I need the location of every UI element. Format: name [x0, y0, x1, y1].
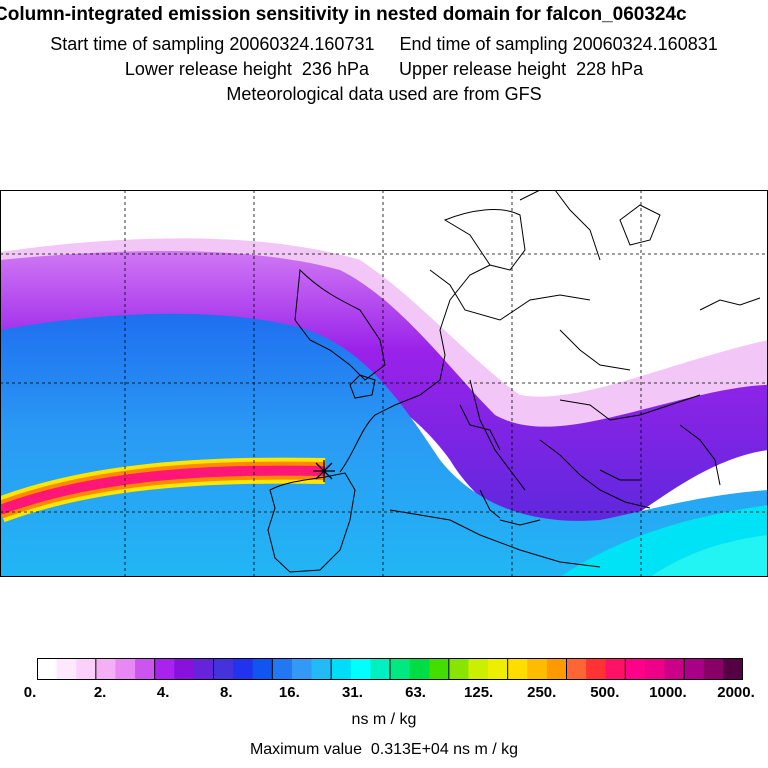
- met-data-label: Meteorological data used are from GFS: [226, 84, 542, 104]
- colorbar-cell: [350, 658, 371, 680]
- colorbar-tick-label: 0.: [23, 684, 37, 701]
- colorbar: [37, 658, 743, 680]
- colorbar-cell: [409, 658, 430, 680]
- release-heights: Lower release height 236 hPa Upper relea…: [0, 59, 768, 80]
- colorbar-cell: [272, 658, 293, 680]
- colorbar-cell: [468, 658, 489, 680]
- colorbar-cell: [429, 658, 450, 680]
- colorbar-cell: [527, 658, 548, 680]
- star-icon: [313, 460, 335, 482]
- sensitivity-map: [0, 190, 768, 577]
- colorbar-units: ns m / kg: [351, 711, 417, 728]
- colorbar-cell: [644, 658, 666, 680]
- colorbar-cell: [546, 658, 568, 680]
- colorbar-cell: [135, 658, 156, 680]
- lower-release-label: Lower release height 236 hPa: [124, 59, 369, 79]
- colorbar-cell: [154, 658, 175, 680]
- colorbar-cell: [252, 658, 273, 680]
- colorbar-cell: [448, 658, 470, 680]
- colorbar-cell: [625, 658, 646, 680]
- coastlines: [267, 190, 761, 573]
- colorbar-cell: [566, 658, 587, 680]
- colorbar-cell: [390, 658, 411, 680]
- colorbar-cell: [684, 658, 705, 680]
- colorbar-tick-label: 500.: [590, 684, 620, 701]
- colorbar-tick-label: 2.: [93, 684, 107, 701]
- colorbar-cell: [233, 658, 254, 680]
- maximum-value-label: Maximum value 0.313E+04 ns m / kg: [249, 741, 519, 758]
- colorbar-cell: [605, 658, 626, 680]
- colorbar-tick-label: 31.: [342, 684, 363, 701]
- colorbar-cell: [703, 658, 724, 680]
- sampling-times: Start time of sampling 20060324.160731 E…: [0, 34, 768, 55]
- high-sensitivity-region: [0, 313, 768, 577]
- plume-core: [0, 465, 326, 515]
- colorbar-cell: [664, 658, 685, 680]
- colorbar-cell: [76, 658, 97, 680]
- colorbar-cell: [488, 658, 509, 680]
- page-title: Column-integrated emission sensitivity i…: [0, 4, 687, 25]
- lat-lon-grid: [0, 190, 768, 577]
- colorbar-cell: [507, 658, 528, 680]
- colorbar-cell: [331, 658, 352, 680]
- colorbar-tick-label: 1000.: [649, 684, 687, 701]
- colorbar-cell: [370, 658, 391, 680]
- colorbar-tick-label: 16.: [278, 684, 300, 701]
- colorbar-tick-label: 63.: [405, 684, 426, 701]
- colorbar-cell: [291, 658, 313, 680]
- colorbar-cell: [311, 658, 332, 680]
- colorbar-cell: [115, 658, 136, 680]
- colorbar-cell: [213, 658, 234, 680]
- colorbar-cell: [586, 658, 607, 680]
- colorbar-tick-label: 8.: [220, 684, 233, 701]
- colorbar-tick-label: 125.: [464, 684, 494, 701]
- upper-release-label: Upper release height 228 hPa: [399, 59, 644, 79]
- colorbar-tick-label: 4.: [156, 684, 170, 701]
- start-time-label: Start time of sampling 20060324.160731: [50, 34, 375, 54]
- colorbar-tick-label: 2000.: [717, 684, 755, 701]
- colorbar-tick-label: 250.: [527, 684, 557, 701]
- colorbar-cell: [174, 658, 195, 680]
- end-time-label: End time of sampling 20060324.160831: [399, 34, 718, 54]
- colorbar-cell: [723, 658, 743, 680]
- colorbar-cell: [193, 658, 215, 680]
- colorbar-cell: [56, 658, 77, 680]
- colorbar-cell: [37, 658, 58, 680]
- colorbar-cell: [95, 658, 117, 680]
